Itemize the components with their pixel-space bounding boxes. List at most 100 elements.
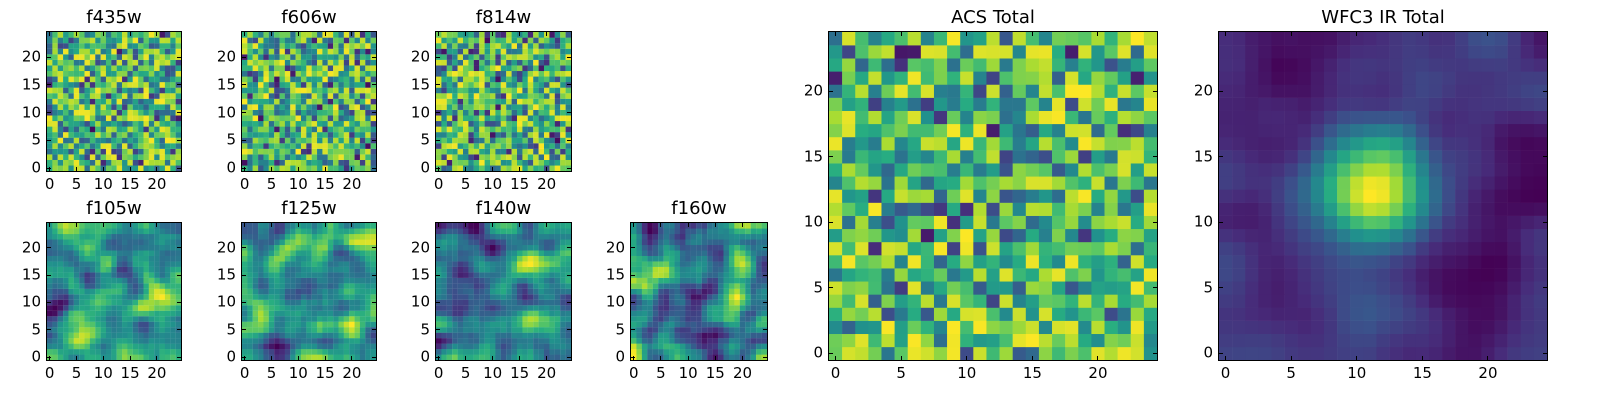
heatmap-cell <box>441 266 447 273</box>
heatmap-cell <box>1143 333 1157 348</box>
heatmap-cell <box>132 148 139 155</box>
heatmap-cell <box>349 59 355 66</box>
heatmap-cell <box>317 76 323 83</box>
y-tick-mark <box>372 56 376 58</box>
heatmap-cell <box>68 120 74 127</box>
heatmap-cell <box>138 126 144 133</box>
heatmap-cell <box>170 132 176 138</box>
heatmap-cell <box>170 266 176 273</box>
heatmap-cell <box>343 316 350 322</box>
heatmap-cell <box>263 272 269 278</box>
heatmap-cell <box>533 132 539 138</box>
heatmap-cell <box>57 54 64 60</box>
heatmap-cell <box>479 305 485 311</box>
heatmap-cell <box>359 165 366 171</box>
heatmap-cell <box>690 233 697 240</box>
heatmap-cell <box>111 148 117 155</box>
heatmap-cell <box>327 277 334 284</box>
heatmap-cell <box>100 104 107 110</box>
heatmap-cell <box>175 261 181 267</box>
heatmap-cell <box>138 332 144 339</box>
heatmap-cell <box>252 104 259 110</box>
heatmap-cell <box>263 288 269 295</box>
x-tick-label: 20 <box>537 175 557 193</box>
heatmap-cell <box>560 239 566 246</box>
heatmap-cell <box>365 305 371 311</box>
heatmap-cell <box>511 288 518 295</box>
heatmap-cell <box>728 316 735 322</box>
heatmap-cell <box>479 76 485 83</box>
heatmap-cell <box>170 148 176 155</box>
heatmap-cell <box>127 321 133 328</box>
heatmap-cell <box>533 272 539 278</box>
heatmap-cell <box>960 320 974 335</box>
heatmap-cell <box>132 294 139 300</box>
heatmap-cell <box>57 48 64 55</box>
heatmap-cell <box>279 87 285 94</box>
heatmap-cell <box>636 223 642 229</box>
heatmap-cell <box>252 143 259 149</box>
heatmap-cell <box>127 59 133 66</box>
heatmap-cell <box>723 332 730 339</box>
heatmap-cell <box>549 148 555 155</box>
heatmap-cell <box>549 272 555 278</box>
heatmap-plot: 0 5 10 15 20 0 5 10 15 20 <box>217 31 377 192</box>
heatmap-cell <box>311 321 318 328</box>
heatmap-cell <box>511 316 518 322</box>
heatmap-cell <box>560 299 566 306</box>
heatmap-cell <box>338 65 344 72</box>
heatmap-cell <box>565 143 571 149</box>
heatmap-cell <box>354 54 361 60</box>
heatmap-cell <box>495 321 501 328</box>
heatmap-cell <box>533 154 539 160</box>
heatmap-cell <box>511 228 518 235</box>
heatmap-cell <box>452 154 458 160</box>
heatmap-cell <box>111 327 117 333</box>
heatmap-cell <box>349 70 355 77</box>
heatmap-cell <box>300 228 307 235</box>
heatmap-cell <box>127 244 133 251</box>
heatmap-cell <box>95 354 101 360</box>
y-tick-mark <box>242 247 246 249</box>
heatmap-cell <box>79 59 85 66</box>
heatmap-cell <box>441 104 447 110</box>
heatmap-cell <box>669 299 675 306</box>
heatmap-cell <box>84 288 90 295</box>
heatmap-cell <box>306 76 312 83</box>
heatmap-cell <box>159 327 166 333</box>
heatmap-cell <box>652 294 659 300</box>
heatmap-cell <box>712 239 719 246</box>
heatmap-cell <box>79 338 85 344</box>
heatmap-cell <box>690 228 697 235</box>
heatmap-cell <box>723 244 730 251</box>
heatmap-cell <box>284 48 291 55</box>
heatmap-cell <box>533 327 539 333</box>
heatmap-cell <box>290 98 296 105</box>
heatmap-cell <box>522 310 528 317</box>
heatmap-cell <box>57 266 64 273</box>
heatmap-cell <box>143 310 149 317</box>
heatmap-cell <box>446 87 453 94</box>
heatmap-cell <box>484 223 491 229</box>
heatmap-cell <box>52 109 58 116</box>
heatmap-cell <box>52 76 58 83</box>
heatmap-cell <box>441 98 447 105</box>
heatmap-cell <box>549 294 555 300</box>
heatmap-cell <box>533 126 539 133</box>
heatmap-cell <box>68 266 74 273</box>
heatmap-cell <box>100 48 107 55</box>
heatmap-cell <box>311 132 318 138</box>
heatmap-cell <box>164 76 171 83</box>
heatmap-cell <box>457 143 464 149</box>
heatmap-cell <box>138 239 144 246</box>
y-tick-mark <box>436 84 440 86</box>
heatmap-cell <box>73 316 80 322</box>
heatmap-cell <box>68 48 74 55</box>
heatmap-cell <box>723 338 730 344</box>
heatmap-cell <box>1065 163 1079 177</box>
heatmap-cell <box>317 343 323 350</box>
heatmap-cell <box>132 239 139 246</box>
heatmap-cell <box>484 82 491 88</box>
heatmap-cell <box>105 120 112 127</box>
heatmap-cell <box>761 349 767 355</box>
